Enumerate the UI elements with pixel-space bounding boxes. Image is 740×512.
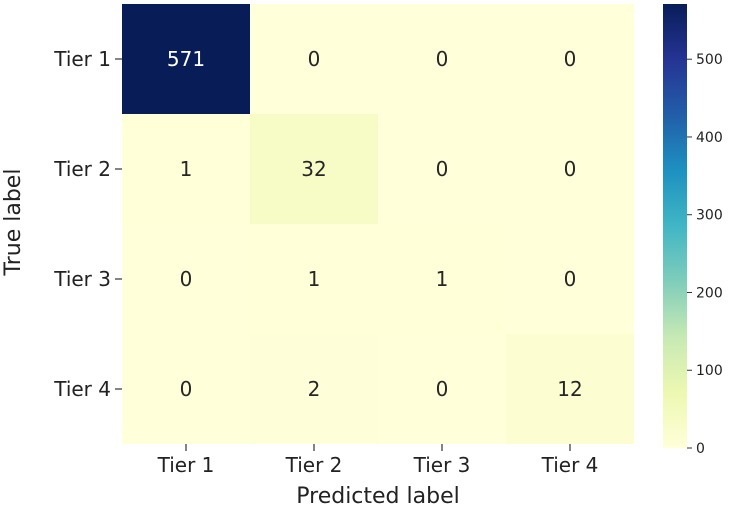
heatmap-cell [250,114,378,224]
cell-value-label: 1 [308,267,321,291]
x-tick-label: Tier 1 [157,453,215,477]
colorbar-tick-label: 400 [696,130,723,146]
cell-value-label: 0 [180,267,193,291]
cell-value-label: 12 [557,377,582,401]
heatmap-cell [122,4,250,114]
heatmap-cell-labels: 571 0 0 0 1 32 0 0 0 1 1 0 0 2 0 12 [167,47,583,401]
cell-value-label: 0 [436,47,449,71]
cell-value-label: 0 [564,47,577,71]
heatmap-cell [506,334,634,444]
cell-value-label: 0 [564,267,577,291]
x-tick-label: Tier 4 [541,453,599,477]
cell-value-label: 0 [308,47,321,71]
heatmap-cell [250,4,378,114]
heatmap-cell [378,334,506,444]
heatmap-cell [506,224,634,334]
colorbar-tick-label: 500 [696,52,723,68]
cell-value-label: 0 [436,157,449,181]
heatmap-cell [122,224,250,334]
colorbar-tick-label: 300 [696,208,723,224]
heatmap-cell [378,224,506,334]
y-tick-label: Tier 1 [53,47,111,71]
y-axis-label: True label [1,169,26,277]
heatmap-cell [122,334,250,444]
heatmap-cell [122,114,250,224]
cell-value-label: 32 [301,157,326,181]
cell-value-label: 2 [308,377,321,401]
colorbar-tick-label: 0 [696,441,705,457]
cell-value-label: 1 [180,157,193,181]
x-axis-label: Predicted label [296,484,459,509]
y-tick-label: Tier 3 [53,267,111,291]
y-tick-label: Tier 2 [53,157,111,181]
cell-value-label: 0 [436,377,449,401]
colorbar [663,4,687,448]
heatmap-cells [122,4,634,444]
heatmap-cell [250,224,378,334]
x-tick-label: Tier 2 [285,453,343,477]
colorbar-tick-label: 100 [696,363,723,379]
x-tick-label: Tier 3 [413,453,471,477]
cell-value-label: 0 [564,157,577,181]
heatmap-cell [506,4,634,114]
heatmap-cell [378,4,506,114]
cell-value-label: 1 [436,267,449,291]
x-axis-ticks: Tier 1 Tier 2 Tier 3 Tier 4 [157,444,599,477]
heatmap-cell [250,334,378,444]
colorbar-ticks: 0 100 200 300 400 500 [687,52,723,457]
cell-value-label: 571 [167,47,205,71]
cell-value-label: 0 [180,377,193,401]
heatmap-cell [378,114,506,224]
colorbar-tick-label: 200 [696,285,723,301]
heatmap-cell [506,114,634,224]
y-tick-label: Tier 4 [53,377,111,401]
y-axis-ticks: Tier 1 Tier 2 Tier 3 Tier 4 [53,47,122,401]
